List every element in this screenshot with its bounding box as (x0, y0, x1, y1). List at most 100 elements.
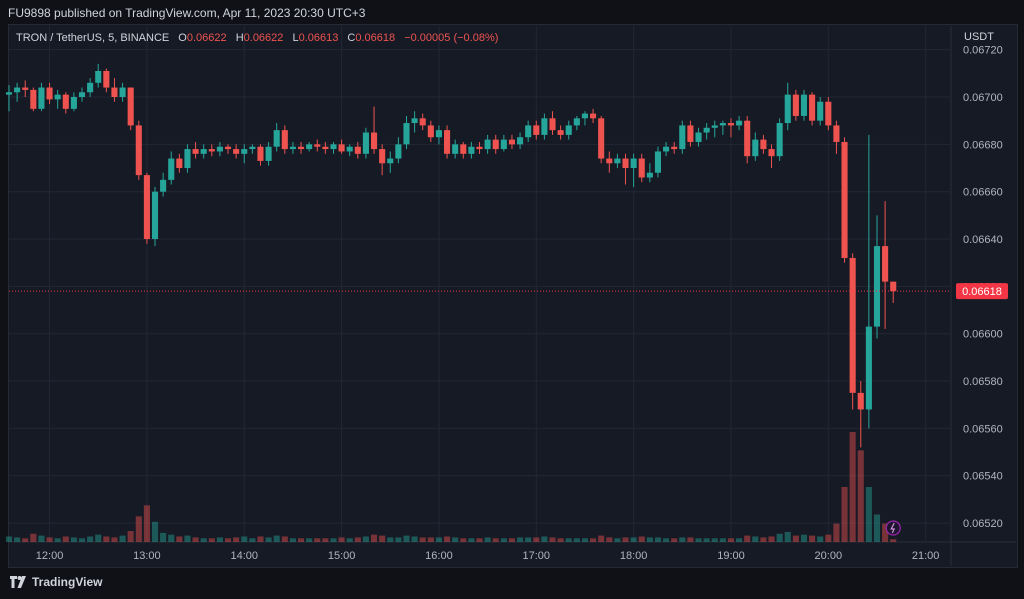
volume-bar (500, 538, 507, 542)
y-tick-label: 0.06720 (963, 45, 1003, 57)
tradingview-footer[interactable]: TradingView (10, 575, 102, 589)
candle-body (492, 139, 499, 150)
volume-bar (581, 538, 588, 542)
volume-bar (541, 536, 548, 542)
close-label: C (347, 32, 356, 44)
candle-body (411, 118, 418, 124)
publisher-line: FU9898 published on TradingView.com, Apr… (8, 6, 366, 20)
volume-bar (200, 538, 207, 542)
candle-body (784, 94, 791, 124)
x-tick-label: 14:00 (230, 550, 258, 562)
candle-body (200, 149, 207, 154)
candle-body (857, 392, 864, 410)
candle-body (817, 101, 824, 121)
volume-bar (590, 538, 597, 542)
volume-bar (817, 536, 824, 542)
volume-bar (160, 532, 167, 542)
volume-bar (508, 538, 515, 542)
y-tick-label: 0.06600 (963, 329, 1003, 341)
candle-body (111, 87, 118, 98)
candle-body (314, 144, 321, 147)
candle-body (671, 146, 678, 150)
volume-bar (233, 537, 240, 542)
volume-bar (792, 535, 799, 542)
candle-body (281, 130, 288, 150)
volume-bar (752, 536, 759, 542)
x-tick-label: 12:00 (36, 550, 64, 562)
volume-bar (452, 537, 459, 542)
volume-bar (314, 538, 321, 542)
candle-body (468, 146, 475, 154)
volume-bar (289, 538, 296, 542)
x-tick-label: 21:00 (912, 550, 940, 562)
candle-body (444, 130, 451, 154)
candle-body (289, 146, 296, 150)
volume-bar (533, 537, 540, 542)
candle-body (809, 94, 816, 121)
volume-bar (354, 537, 361, 542)
candle-body (38, 87, 45, 109)
volume-bar (338, 537, 345, 542)
volume-bar (362, 536, 369, 542)
candle-body (46, 87, 53, 100)
volume-bar (444, 536, 451, 542)
volume-bar (411, 536, 418, 542)
candle-body (687, 125, 694, 142)
close-value: 0.06618 (355, 32, 396, 44)
candle-body (403, 123, 410, 145)
candle-body (184, 149, 191, 169)
candle-body (151, 191, 159, 240)
volume-bar (833, 523, 840, 542)
ohlc-legend: TRON / TetherUS, 5, BINANCE O0.06622 H0.… (16, 32, 498, 44)
candle-body (119, 87, 126, 98)
volume-bar (103, 536, 110, 542)
candle-body (87, 82, 94, 93)
volume-bar (62, 536, 69, 542)
volume-bar (151, 521, 159, 542)
open-value: 0.06622 (186, 32, 227, 44)
volume-bar (184, 535, 191, 542)
x-tick-label: 20:00 (815, 550, 843, 562)
candle-body (736, 120, 743, 126)
candle-body (541, 118, 548, 135)
volume-bar (208, 538, 215, 542)
volume-bar (192, 537, 199, 542)
volume-bar (671, 538, 678, 542)
volume-bar (825, 534, 832, 542)
candle-body (30, 89, 37, 109)
volume-bar (460, 538, 467, 542)
candle-body (882, 246, 889, 282)
candle-body (719, 123, 726, 126)
candle-body (792, 94, 799, 116)
y-tick-label: 0.06700 (963, 92, 1003, 104)
candle-body (533, 125, 540, 135)
volume-bar (403, 535, 410, 542)
candle-body (70, 97, 77, 109)
candle-body (176, 158, 183, 169)
candle-body (890, 281, 897, 292)
volume-bar (135, 516, 142, 542)
volume-bar (614, 538, 621, 542)
candle-body (62, 94, 69, 109)
candle-body (557, 130, 564, 135)
candle-body (241, 149, 248, 154)
candle-body (208, 149, 215, 152)
volume-bar (387, 537, 394, 542)
x-tick-label: 16:00 (425, 550, 453, 562)
candle-body (744, 120, 751, 157)
symbol-label[interactable]: TRON / TetherUS, 5, BINANCE (16, 32, 170, 44)
volume-bar (622, 537, 629, 542)
candle-body (873, 246, 881, 327)
candle-body (500, 139, 507, 150)
volume-bar (435, 537, 442, 542)
candle-body (14, 87, 21, 93)
candle-body (825, 101, 832, 126)
x-tick-label: 13:00 (133, 550, 161, 562)
x-tick-label: 15:00 (328, 550, 356, 562)
y-tick-label: 0.06580 (963, 376, 1003, 388)
volume-bar (468, 538, 475, 542)
candle-body (590, 113, 597, 119)
candle-body (549, 118, 556, 131)
candle-body (508, 139, 515, 145)
